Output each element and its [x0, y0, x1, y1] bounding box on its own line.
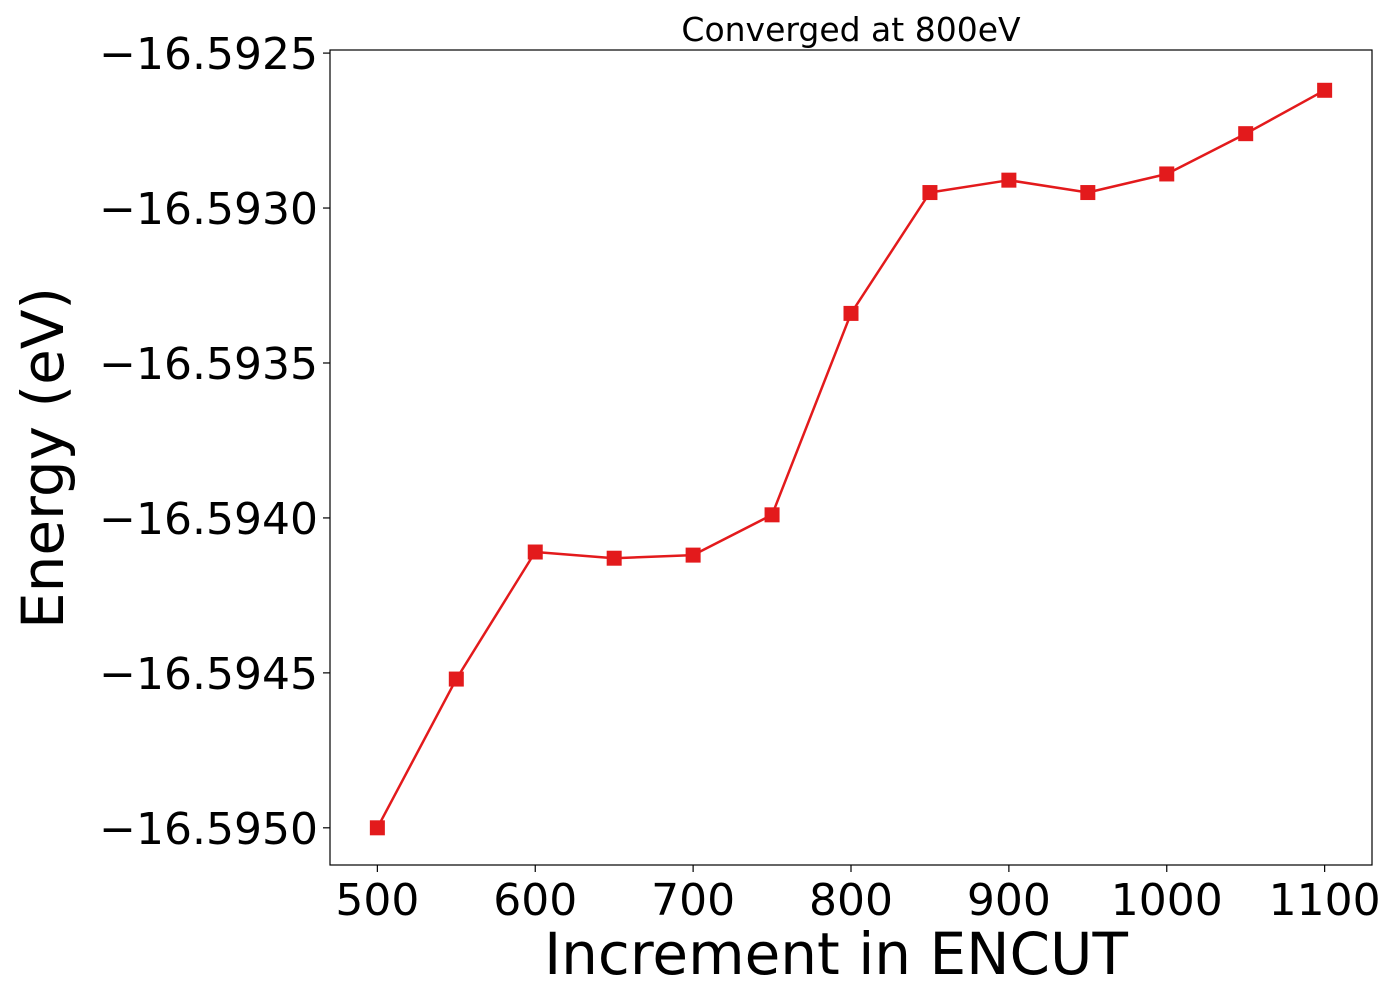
- x-tick-label: 700: [651, 875, 735, 926]
- data-point-marker: [922, 185, 938, 201]
- data-point-marker: [369, 820, 385, 836]
- x-tick-label: 900: [967, 875, 1051, 926]
- data-point-marker: [1159, 166, 1175, 182]
- y-axis-ticks: −16.5925 −16.5930 −16.5935 −16.5940 −16.5945…: [99, 29, 330, 855]
- data-point-marker: [448, 671, 464, 687]
- x-tick-label: 600: [493, 875, 577, 926]
- y-tick-label: −16.5935: [99, 339, 318, 390]
- data-point-marker: [764, 507, 780, 523]
- data-point-marker: [1238, 126, 1254, 142]
- data-point-marker: [685, 547, 701, 563]
- chart-title: Converged at 800eV: [681, 10, 1021, 49]
- x-tick-label: 800: [809, 875, 893, 926]
- data-point-marker: [527, 544, 543, 560]
- y-tick-label: −16.5945: [99, 649, 318, 700]
- y-tick-label: −16.5950: [99, 804, 318, 855]
- plot-frame: [329, 49, 1373, 866]
- data-point-marker: [1317, 82, 1333, 98]
- y-tick-label: −16.5940: [99, 494, 318, 545]
- data-point-marker: [1001, 172, 1017, 188]
- series-line: [376, 89, 1326, 829]
- data-point-marker: [843, 305, 859, 321]
- y-tick-label: −16.5925: [99, 29, 318, 80]
- data-point-marker: [606, 550, 622, 566]
- series-layer: [369, 82, 1333, 836]
- y-tick-label: −16.5930: [99, 184, 318, 235]
- y-axis-label: Energy (eV): [9, 287, 77, 629]
- data-point-marker: [1080, 185, 1096, 201]
- x-axis-label: Increment in ENCUT: [544, 920, 1128, 988]
- x-axis-ticks: 500 600 700 800 900 1000 1100: [335, 865, 1381, 926]
- x-tick-label: 500: [335, 875, 419, 926]
- x-tick-label: 1100: [1269, 875, 1381, 926]
- x-tick-label: 1000: [1111, 875, 1223, 926]
